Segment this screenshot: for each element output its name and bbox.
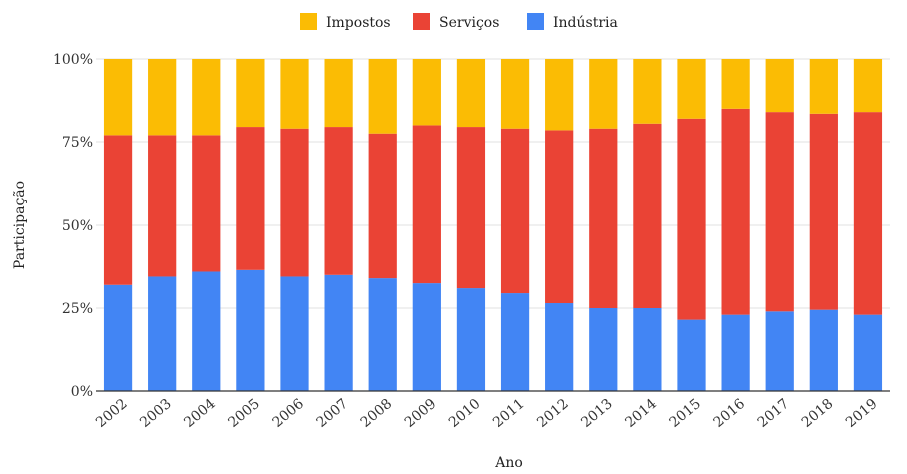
bar-servicos-2002	[103, 135, 133, 285]
bar-servicos-2010	[456, 127, 486, 289]
legend-item: Serviços	[413, 13, 499, 31]
legend-swatch	[413, 13, 430, 30]
bar-impostos-2016	[721, 59, 750, 109]
bar-servicos-2008	[368, 133, 397, 279]
x-tick-label: 2007	[314, 396, 352, 431]
x-tick-label: 2004	[181, 396, 219, 431]
bar-industria-2006	[280, 276, 309, 391]
x-tick-label: 2013	[578, 396, 616, 431]
bar-servicos-2009	[412, 125, 441, 284]
bar-impostos-2003	[148, 59, 177, 136]
bar-servicos-2006	[280, 128, 309, 277]
bar-industria-2012	[545, 303, 574, 391]
x-tick-label: 2009	[402, 396, 440, 431]
bar-servicos-2007	[324, 127, 353, 275]
x-tick-label: 2006	[269, 396, 307, 431]
bar-industria-2017	[765, 311, 794, 391]
bar-impostos-2007	[324, 59, 353, 128]
bar-impostos-2009	[412, 59, 441, 126]
bar-impostos-2014	[633, 59, 662, 124]
bar-industria-2008	[368, 278, 397, 391]
bar-industria-2013	[589, 308, 618, 391]
bar-servicos-2005	[236, 127, 265, 270]
bar-impostos-2015	[677, 59, 706, 119]
bar-industria-2011	[500, 293, 530, 391]
x-tick-label: 2012	[534, 396, 572, 431]
x-tick-label: 2008	[358, 396, 396, 431]
legend-swatch	[300, 13, 317, 30]
legend-label: Indústria	[553, 15, 618, 31]
y-axis-title: Participação	[12, 181, 28, 269]
bar-impostos-2005	[236, 59, 265, 128]
x-tick-label: 2003	[137, 396, 175, 431]
y-tick-label: 75%	[62, 135, 93, 151]
bar-industria-2007	[324, 274, 353, 391]
gridlines	[96, 58, 890, 309]
bar-impostos-2019	[853, 59, 883, 113]
y-tick-label: 50%	[62, 218, 93, 234]
bar-servicos-2011	[500, 128, 530, 294]
bar-impostos-2002	[103, 59, 133, 136]
bar-servicos-2018	[809, 113, 838, 310]
x-tick-label: 2017	[755, 396, 793, 431]
bar-servicos-2015	[677, 118, 706, 320]
legend-label: Serviços	[439, 15, 499, 31]
x-tick-label: 2011	[490, 396, 528, 431]
x-tick-label: 2002	[93, 396, 131, 431]
bar-servicos-2003	[148, 135, 177, 277]
bar-impostos-2017	[765, 59, 794, 113]
x-axis-ticks: 2002 2003 2004 2005 2006 2007 2008 2009 2010 2011…	[93, 396, 880, 431]
bar-impostos-2013	[589, 59, 618, 129]
x-tick-label: 2005	[225, 396, 263, 431]
bar-impostos-2012	[545, 59, 574, 131]
bar-servicos-2017	[765, 112, 794, 312]
y-axis-ticks: 0% 25% 50% 75% 100%	[53, 52, 93, 400]
bar-servicos-2014	[633, 123, 662, 309]
legend-swatch	[527, 13, 544, 30]
bars	[103, 59, 883, 391]
bar-industria-2019	[853, 314, 883, 391]
x-tick-label: 2019	[843, 396, 881, 431]
bar-industria-2018	[809, 309, 838, 391]
y-tick-label: 100%	[53, 52, 93, 68]
legend: Impostos Serviços Indústria	[300, 13, 618, 31]
bar-servicos-2016	[721, 108, 750, 315]
x-tick-label: 2010	[446, 396, 484, 431]
bar-impostos-2008	[368, 59, 397, 134]
bar-industria-2009	[412, 283, 441, 391]
bar-impostos-2004	[192, 59, 221, 136]
bar-industria-2004	[192, 271, 221, 391]
x-tick-label: 2016	[711, 396, 749, 431]
legend-item: Indústria	[527, 13, 618, 31]
x-tick-label: 2018	[799, 396, 837, 431]
legend-item: Impostos	[300, 13, 391, 31]
bar-impostos-2006	[280, 59, 309, 129]
bar-industria-2003	[148, 276, 177, 391]
y-tick-label: 25%	[62, 301, 93, 317]
x-tick-label: 2014	[622, 396, 660, 431]
bar-servicos-2012	[545, 130, 574, 304]
bar-impostos-2011	[500, 59, 530, 129]
bar-servicos-2004	[192, 135, 221, 272]
bar-servicos-2019	[853, 112, 883, 315]
bar-servicos-2013	[589, 128, 618, 308]
bar-industria-2016	[721, 314, 750, 391]
bar-industria-2010	[456, 288, 486, 391]
x-axis-title: Ano	[494, 455, 523, 471]
y-tick-label: 0%	[71, 384, 93, 400]
bar-industria-2005	[236, 269, 265, 391]
legend-label: Impostos	[326, 15, 391, 31]
bar-industria-2002	[103, 284, 133, 391]
x-tick-label: 2015	[666, 396, 704, 431]
bar-impostos-2018	[809, 59, 838, 114]
bar-impostos-2010	[456, 59, 486, 128]
bar-industria-2015	[677, 319, 706, 391]
bar-industria-2014	[633, 308, 662, 391]
